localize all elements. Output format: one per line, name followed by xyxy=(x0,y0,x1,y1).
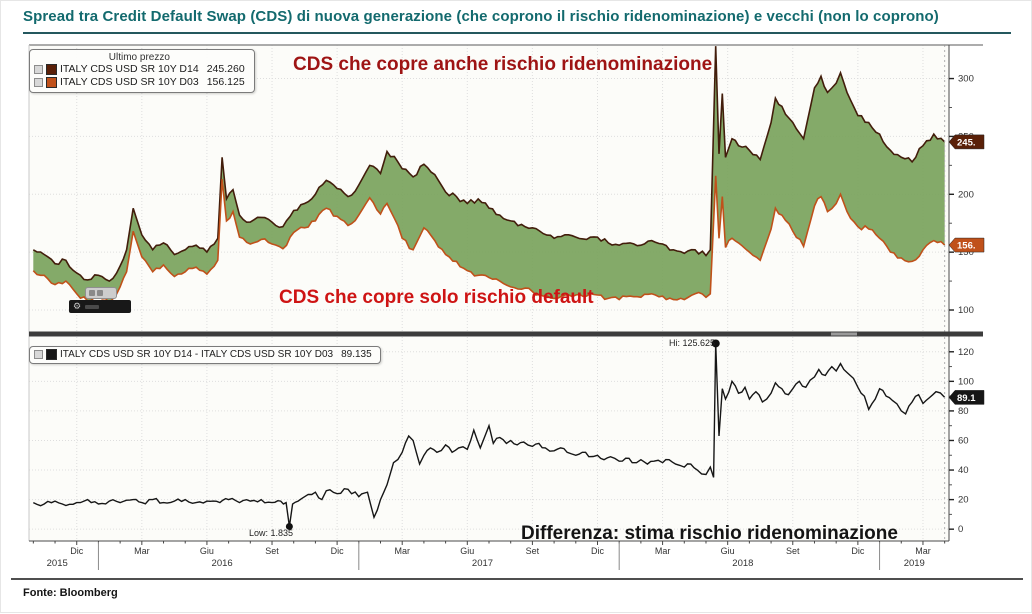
svg-text:Giu: Giu xyxy=(721,546,735,556)
low-marker-label: Low: 1.835 xyxy=(249,528,294,538)
footer-divider xyxy=(11,578,1023,580)
svg-text:156.: 156. xyxy=(957,241,976,252)
svg-text:0: 0 xyxy=(958,524,963,535)
svg-text:Mar: Mar xyxy=(915,546,931,556)
svg-text:2015: 2015 xyxy=(47,558,68,569)
series-d14-swatch-icon xyxy=(46,64,57,75)
chart-settings-tooltip[interactable]: ⚙ xyxy=(69,300,131,313)
legend-item-d03: ITALY CDS USD SR 10Y D03 156.125 xyxy=(34,76,245,89)
svg-text:150: 150 xyxy=(958,247,974,258)
hi-marker-label: Hi: 125.625 xyxy=(669,338,716,348)
series-diff-swatch-icon xyxy=(46,349,57,360)
svg-text:89.1: 89.1 xyxy=(957,393,976,404)
svg-text:20: 20 xyxy=(958,495,969,506)
svg-text:Giu: Giu xyxy=(460,546,474,556)
legend-bottom: ITALY CDS USD SR 10Y D14 - ITALY CDS USD… xyxy=(29,346,381,364)
svg-text:Set: Set xyxy=(265,546,279,556)
svg-text:200: 200 xyxy=(958,189,974,200)
svg-text:Set: Set xyxy=(526,546,540,556)
svg-text:Dic: Dic xyxy=(331,546,344,556)
series-diff-last-value: 89.135 xyxy=(341,349,372,360)
svg-text:120: 120 xyxy=(958,347,974,358)
svg-text:245.: 245. xyxy=(957,137,976,148)
series-d03-last-price: 156.125 xyxy=(206,76,245,88)
series-d03-label: ITALY CDS USD SR 10Y D03 xyxy=(60,76,199,88)
svg-text:Dic: Dic xyxy=(591,546,604,556)
legend-item-d14: ITALY CDS USD SR 10Y D14 245.260 xyxy=(34,63,245,76)
svg-text:Giu: Giu xyxy=(200,546,214,556)
page-title: Spread tra Credit Default Swap (CDS) di … xyxy=(23,8,939,25)
legend-checkbox-icon[interactable] xyxy=(34,350,43,359)
svg-text:Set: Set xyxy=(786,546,800,556)
svg-text:40: 40 xyxy=(958,465,969,476)
svg-text:Mar: Mar xyxy=(394,546,410,556)
svg-text:2017: 2017 xyxy=(472,558,493,569)
annotation-difference: Differenza: stima rischio ridenominazion… xyxy=(521,523,898,544)
series-d14-label: ITALY CDS USD SR 10Y D14 xyxy=(60,63,199,75)
chart-toolbar-button[interactable] xyxy=(85,287,117,299)
svg-text:100: 100 xyxy=(958,305,974,316)
source-note: Fonte: Bloomberg xyxy=(23,587,118,599)
svg-text:100: 100 xyxy=(958,376,974,387)
tooltip-text-placeholder xyxy=(85,304,100,309)
svg-text:2018: 2018 xyxy=(732,558,753,569)
legend-item-diff: ITALY CDS USD SR 10Y D14 - ITALY CDS USD… xyxy=(34,348,372,361)
annotation-old-cds: CDS che copre solo rischio default xyxy=(279,287,594,308)
svg-text:60: 60 xyxy=(958,435,969,446)
svg-text:300: 300 xyxy=(958,74,974,85)
svg-text:2019: 2019 xyxy=(904,558,925,569)
legend-checkbox-icon[interactable] xyxy=(34,65,43,74)
title-divider xyxy=(23,32,1011,34)
series-d14-last-price: 245.260 xyxy=(206,63,245,75)
series-diff-label: ITALY CDS USD SR 10Y D14 - ITALY CDS USD… xyxy=(60,349,334,360)
gear-icon: ⚙ xyxy=(73,301,82,311)
svg-text:80: 80 xyxy=(958,406,969,417)
svg-text:Mar: Mar xyxy=(655,546,671,556)
svg-text:2016: 2016 xyxy=(212,558,233,569)
series-d03-swatch-icon xyxy=(46,77,57,88)
svg-text:Dic: Dic xyxy=(70,546,83,556)
svg-text:Mar: Mar xyxy=(134,546,150,556)
legend-top: Ultimo prezzo ITALY CDS USD SR 10Y D14 2… xyxy=(29,49,255,93)
legend-checkbox-icon[interactable] xyxy=(34,78,43,87)
annotation-new-cds: CDS che copre anche rischio ridenominazi… xyxy=(293,54,713,75)
legend-header: Ultimo prezzo xyxy=(108,52,170,63)
svg-text:Dic: Dic xyxy=(851,546,864,556)
